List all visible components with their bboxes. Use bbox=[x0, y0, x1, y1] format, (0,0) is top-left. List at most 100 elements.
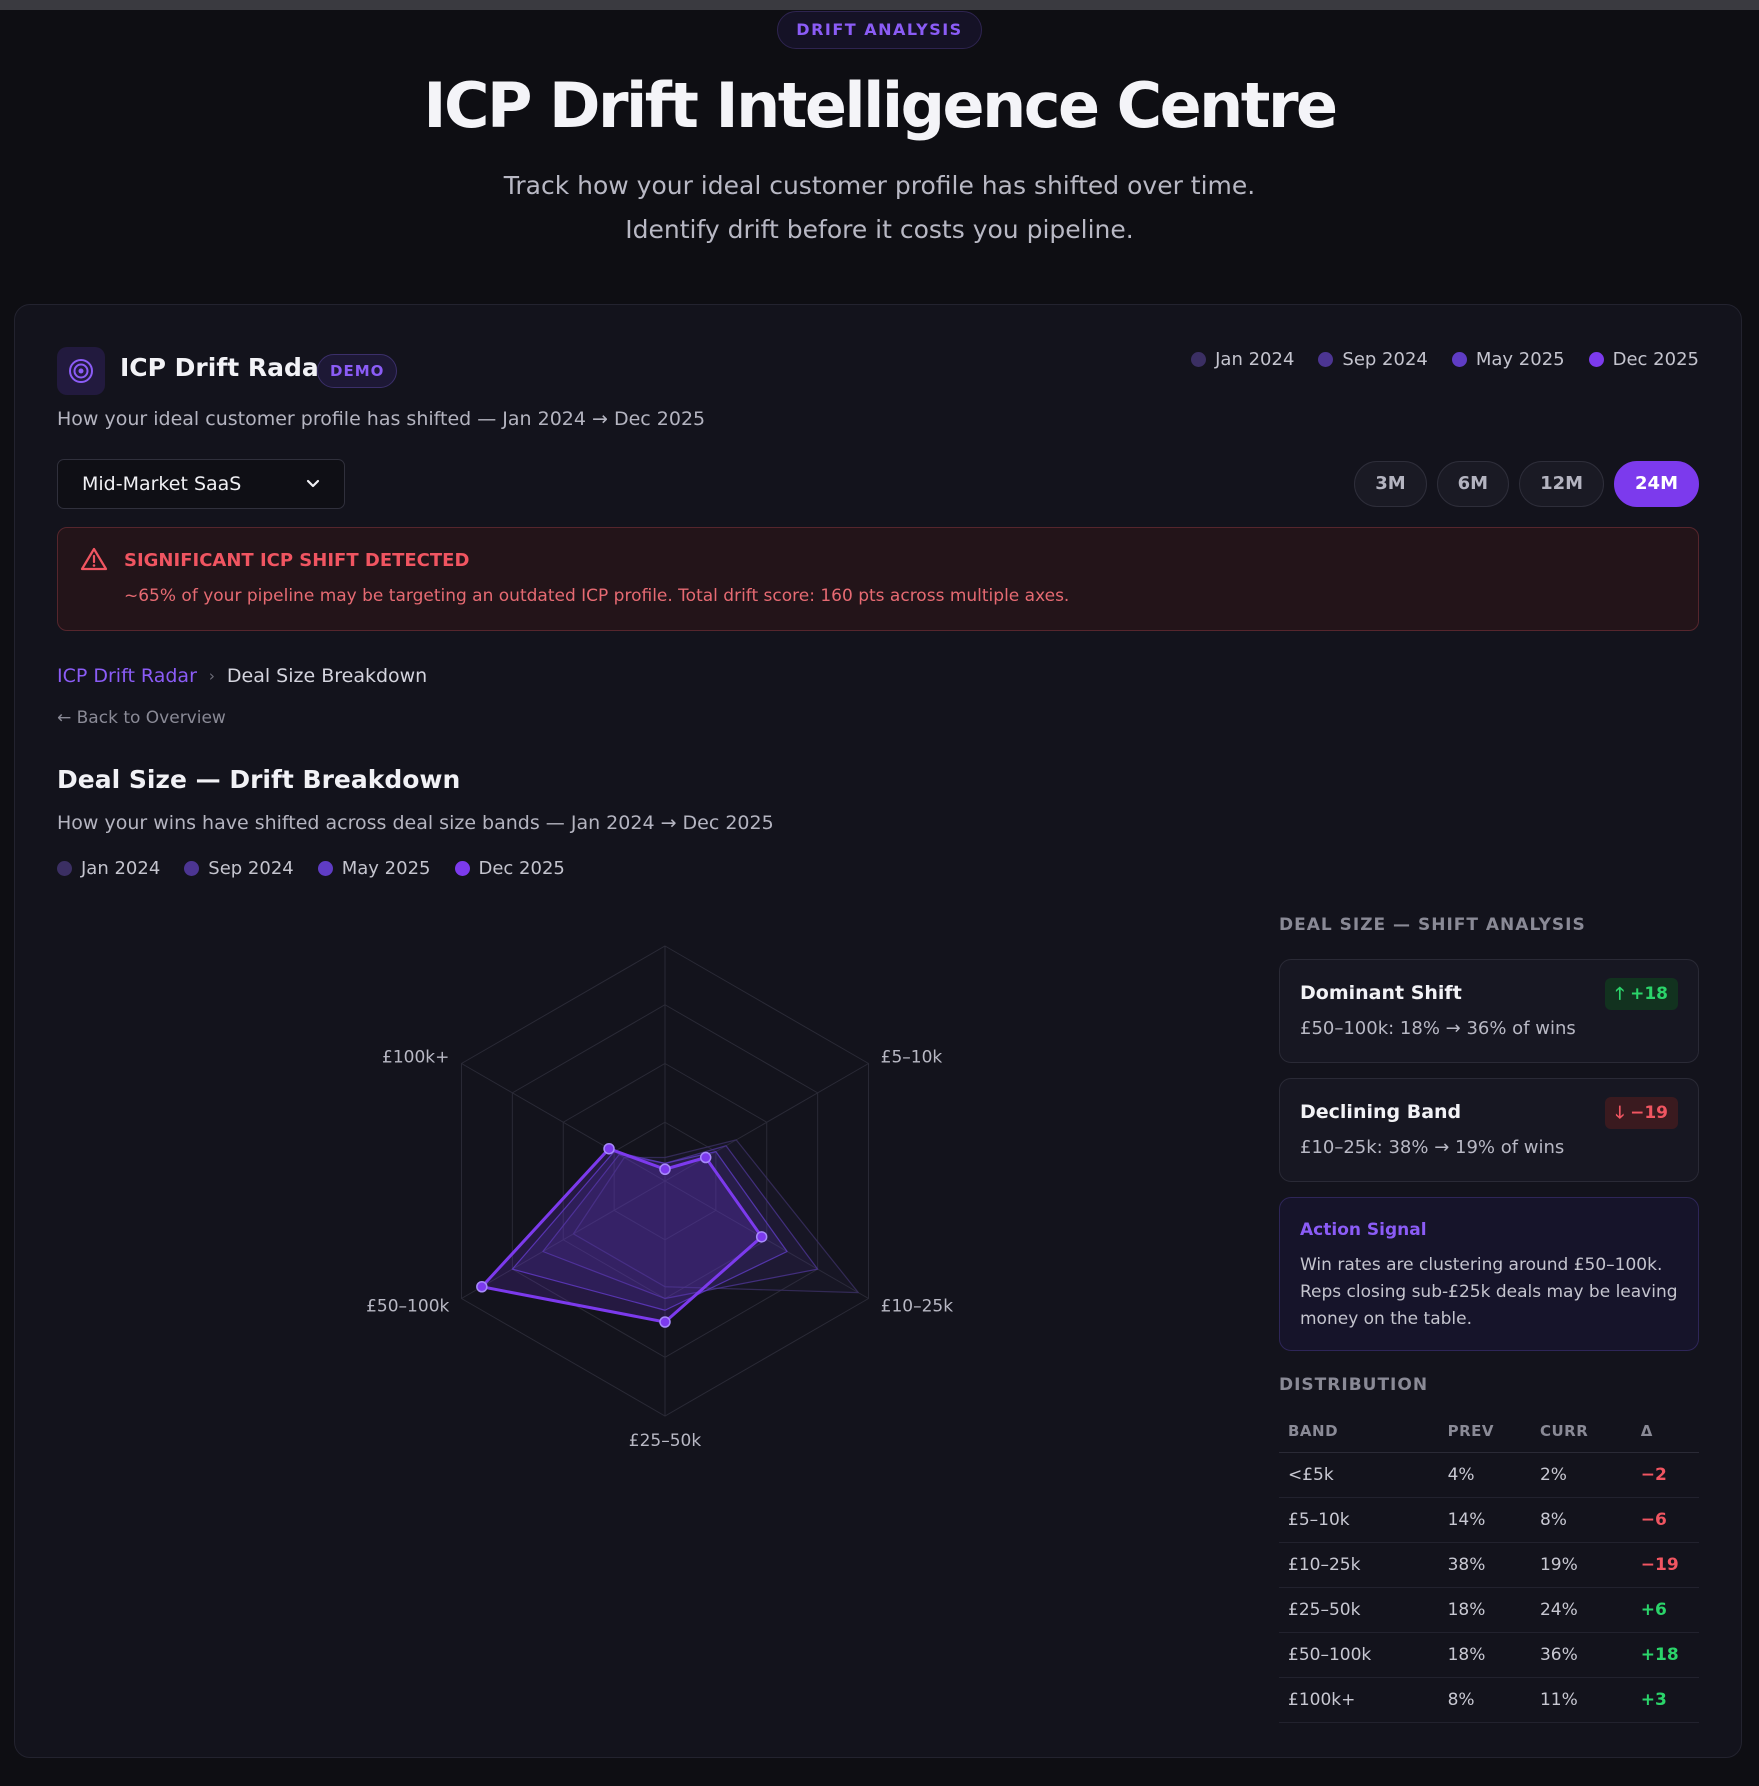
prev-cell: 18% bbox=[1438, 1587, 1531, 1633]
legend-label: Sep 2024 bbox=[208, 858, 294, 879]
legend-item: May 2025 bbox=[317, 858, 431, 879]
arrow-up-icon: 🡑 bbox=[1615, 984, 1625, 1004]
dominant-shift-card: Dominant Shift 🡑 +18 £50–100k: 18% → 36%… bbox=[1279, 959, 1699, 1063]
col-band: BAND bbox=[1279, 1410, 1439, 1453]
declining-band-title: Declining Band bbox=[1300, 1101, 1462, 1123]
legend-label: Dec 2025 bbox=[1612, 349, 1699, 370]
breadcrumb-current: Deal Size Breakdown bbox=[226, 665, 428, 687]
curr-cell: 2% bbox=[1530, 1452, 1632, 1498]
section-title: Deal Size — Drift Breakdown bbox=[57, 765, 461, 794]
action-signal-card: Action Signal Win rates are clustering a… bbox=[1279, 1197, 1699, 1351]
radar-point bbox=[603, 1142, 615, 1155]
table-row: £100k+ 8% 11% +3 bbox=[1279, 1677, 1699, 1723]
legend-dot bbox=[454, 861, 470, 876]
dominant-shift-detail: £50–100k: 18% → 36% of wins bbox=[1300, 1018, 1576, 1039]
radar-axis-label: £100k+ bbox=[382, 1048, 449, 1068]
distribution-table: BAND PREV CURR Δ <£5k 4% 2% −2 £5–10k 14% 8% −6… bbox=[1279, 1410, 1699, 1723]
legend-item: May 2025 bbox=[1451, 349, 1565, 370]
declining-band-value: −19 bbox=[1630, 1103, 1668, 1123]
distribution-title: DISTRIBUTION bbox=[1279, 1375, 1429, 1395]
alert-title: SIGNIFICANT ICP SHIFT DETECTED bbox=[124, 550, 470, 571]
band-cell: £10–25k bbox=[1279, 1542, 1439, 1588]
page-subtitle-line-1: Track how your ideal customer profile ha… bbox=[503, 171, 1256, 200]
legend-dot bbox=[317, 861, 333, 876]
shift-analysis-title: DEAL SIZE — SHIFT ANALYSIS bbox=[1279, 915, 1586, 935]
declining-band-chip: 🡓 −19 bbox=[1605, 1097, 1678, 1129]
delta-cell: +3 bbox=[1631, 1677, 1699, 1723]
chart-legend: Jan 2024 Sep 2024 May 2025 Dec 2025 bbox=[57, 858, 565, 879]
range-button-3m[interactable]: 3M bbox=[1354, 461, 1427, 507]
range-button-12m[interactable]: 12M bbox=[1519, 461, 1605, 507]
radar-axis-label: £50–100k bbox=[366, 1297, 449, 1317]
range-button-6m[interactable]: 6M bbox=[1436, 461, 1510, 507]
legend-item: Dec 2025 bbox=[1588, 349, 1699, 370]
delta-cell: −19 bbox=[1631, 1542, 1699, 1588]
period-legend: Jan 2024 Sep 2024 May 2025 Dec 2025 bbox=[1191, 349, 1699, 370]
action-signal-title: Action Signal bbox=[1300, 1220, 1427, 1240]
band-cell: £100k+ bbox=[1279, 1677, 1439, 1723]
breadcrumb: ICP Drift Radar › Deal Size Breakdown bbox=[57, 665, 427, 687]
legend-dot bbox=[1588, 352, 1604, 367]
radar-point bbox=[476, 1281, 488, 1293]
section-subtitle: How your wins have shifted across deal s… bbox=[57, 812, 774, 834]
back-to-overview-link[interactable]: ← Back to Overview bbox=[57, 708, 226, 728]
range-button-24m[interactable]: 24M bbox=[1614, 461, 1699, 507]
legend-dot bbox=[1451, 352, 1467, 367]
segment-select[interactable]: Mid-Market SaaS bbox=[57, 459, 345, 509]
warning-triangle-icon bbox=[80, 547, 108, 571]
table-row: <£5k 4% 2% −2 bbox=[1279, 1452, 1699, 1498]
table-row: £5–10k 14% 8% −6 bbox=[1279, 1497, 1699, 1543]
legend-item: Sep 2024 bbox=[184, 858, 294, 879]
table-row: £25–50k 18% 24% +6 bbox=[1279, 1587, 1699, 1633]
legend-label: Jan 2024 bbox=[1215, 349, 1295, 370]
curr-cell: 36% bbox=[1530, 1632, 1632, 1678]
hero: DRIFT ANALYSIS ICP Drift Intelligence Ce… bbox=[0, 10, 1759, 252]
legend-item: Jan 2024 bbox=[57, 858, 160, 879]
prev-cell: 18% bbox=[1438, 1632, 1531, 1678]
dominant-shift-value: +18 bbox=[1630, 984, 1668, 1004]
radar-axis-label: £5–10k bbox=[881, 1048, 943, 1068]
legend-dot bbox=[1318, 352, 1334, 367]
page-subtitle: Track how your ideal customer profile ha… bbox=[0, 164, 1759, 252]
curr-cell: 8% bbox=[1530, 1497, 1632, 1543]
legend-label: Jan 2024 bbox=[81, 858, 161, 879]
delta-cell: −2 bbox=[1631, 1452, 1699, 1498]
time-range-toggle: 3M 6M 12M 24M bbox=[1344, 461, 1699, 507]
band-cell: <£5k bbox=[1279, 1452, 1439, 1498]
radar-series-jan-2024 bbox=[572, 1139, 859, 1294]
curr-cell: 24% bbox=[1530, 1587, 1632, 1633]
radar-axis-label: £25–50k bbox=[629, 1431, 702, 1451]
declining-band-detail: £10–25k: 38% → 19% of wins bbox=[1300, 1137, 1565, 1158]
radar-point bbox=[755, 1231, 768, 1243]
radar-axis-label: £10–25k bbox=[881, 1297, 954, 1317]
card-subtitle: How your ideal customer profile has shif… bbox=[57, 408, 706, 430]
legend-label: Sep 2024 bbox=[1342, 349, 1428, 370]
prev-cell: 38% bbox=[1438, 1542, 1531, 1588]
legend-item: Jan 2024 bbox=[1191, 349, 1294, 370]
radar-spoke bbox=[461, 1063, 666, 1182]
segment-select-value: Mid-Market SaaS bbox=[82, 473, 242, 495]
delta-cell: +18 bbox=[1631, 1632, 1699, 1678]
delta-cell: −6 bbox=[1631, 1497, 1699, 1543]
legend-label: May 2025 bbox=[341, 858, 431, 879]
curr-cell: 11% bbox=[1530, 1677, 1632, 1723]
col-delta: Δ bbox=[1631, 1410, 1699, 1453]
legend-dot bbox=[184, 861, 200, 876]
prev-cell: 4% bbox=[1438, 1452, 1531, 1498]
table-row: £10–25k 38% 19% −19 bbox=[1279, 1542, 1699, 1588]
delta-cell: +6 bbox=[1631, 1587, 1699, 1633]
col-prev: PREV bbox=[1438, 1410, 1531, 1453]
radar-point bbox=[659, 1316, 671, 1328]
page-subtitle-line-2: Identify drift before it costs you pipel… bbox=[625, 215, 1134, 244]
action-signal-body: Win rates are clustering around £50–100k… bbox=[1300, 1255, 1678, 1329]
radar-spoke bbox=[664, 1180, 869, 1299]
card-title: ICP Drift Radar bbox=[120, 353, 332, 382]
breadcrumb-root-link[interactable]: ICP Drift Radar bbox=[57, 665, 197, 687]
radar-point bbox=[659, 1163, 671, 1175]
table-row: £50–100k 18% 36% +18 bbox=[1279, 1632, 1699, 1678]
prev-cell: 8% bbox=[1438, 1677, 1531, 1723]
radar-icon bbox=[57, 347, 105, 395]
dominant-shift-chip: 🡑 +18 bbox=[1605, 978, 1678, 1010]
page-title: ICP Drift Intelligence Centre bbox=[423, 69, 1338, 142]
chevron-down-icon bbox=[306, 479, 320, 488]
